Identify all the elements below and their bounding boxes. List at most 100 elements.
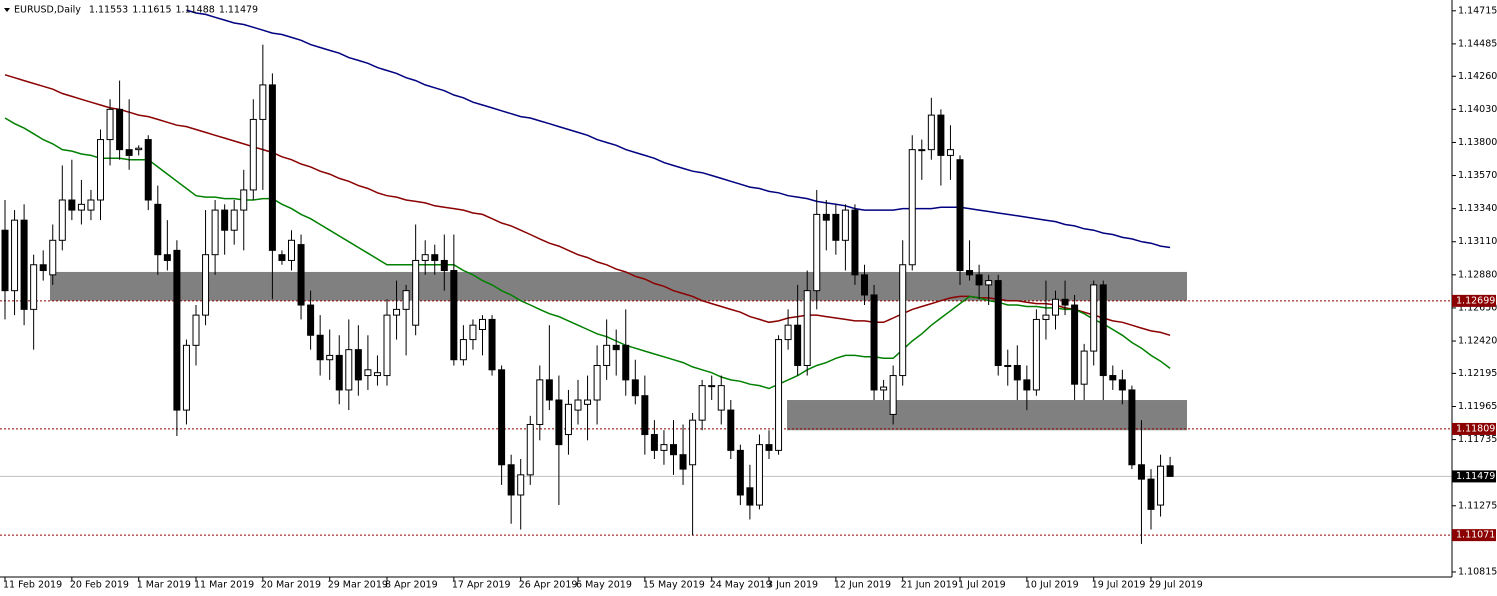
candle-body — [431, 254, 439, 261]
title-value: 1.11615 — [132, 5, 171, 16]
y-tick-label: 1.12195 — [1458, 368, 1497, 379]
candle-body — [1109, 375, 1117, 381]
candle-body — [727, 409, 735, 451]
candle-body — [517, 474, 525, 496]
candle-body — [68, 199, 76, 211]
candle-body — [1147, 478, 1155, 510]
candle-body — [679, 454, 687, 470]
candle-body — [488, 318, 496, 371]
y-tick-label: 1.10815 — [1458, 566, 1497, 577]
candle-body — [564, 403, 572, 436]
x-tick-label: 8 Apr 2019 — [385, 580, 438, 591]
candle-body — [135, 147, 143, 151]
candle-body — [58, 199, 66, 241]
candle-body — [794, 324, 802, 366]
candle-body — [1080, 350, 1088, 385]
candle-body — [536, 379, 544, 425]
candle-body — [402, 290, 410, 310]
candle-body — [1137, 464, 1145, 480]
candle-body — [288, 239, 295, 261]
candle-body — [975, 274, 983, 286]
candle-body — [880, 386, 888, 391]
candle-body — [335, 354, 343, 391]
chart-title: EURUSD,Daily — [14, 5, 81, 16]
candle-body — [717, 385, 725, 411]
candle-body — [173, 249, 181, 411]
candle-body — [1090, 284, 1098, 352]
candle-body — [612, 344, 620, 351]
candle-body — [316, 334, 324, 361]
x-tick-label: 29 Mar 2019 — [328, 580, 388, 591]
candle-body — [670, 444, 677, 456]
candle-body — [813, 213, 821, 292]
candle-body — [240, 189, 248, 211]
candle-body — [230, 209, 238, 231]
candle-body — [851, 209, 859, 276]
y-tick-label: 1.14485 — [1458, 38, 1497, 49]
candle-body — [297, 244, 305, 306]
candle-body — [593, 364, 601, 401]
candle-body — [30, 264, 38, 310]
candle-body — [259, 84, 267, 120]
y-tick-label: 1.13110 — [1458, 236, 1497, 247]
candle-body — [373, 372, 381, 377]
level-label: 1.12699 — [1456, 295, 1495, 306]
candle-body — [97, 139, 104, 201]
candle-body — [154, 203, 162, 256]
x-tick-label: 11 Mar 2019 — [194, 580, 254, 591]
moving-average — [186, 9, 1171, 249]
x-tick-label: 20 Mar 2019 — [261, 580, 321, 591]
candle-body — [440, 259, 448, 272]
title-value: 1.11553 — [89, 5, 128, 16]
level-label-box — [1452, 294, 1496, 307]
candle-body — [182, 344, 190, 411]
plot-area — [0, 9, 1452, 544]
level-label-box — [1452, 529, 1496, 542]
candle-body — [631, 379, 639, 397]
candle-body — [937, 114, 945, 156]
x-tick-label: 26 Apr 2019 — [519, 580, 578, 591]
candle-body — [221, 209, 229, 231]
x-tick-label: 6 May 2019 — [576, 580, 632, 591]
candle-body — [775, 339, 783, 451]
candle-body — [698, 385, 706, 421]
candle-body — [545, 379, 553, 401]
candle-body — [1052, 298, 1059, 316]
candle-body — [39, 264, 47, 272]
candle-body — [899, 264, 907, 377]
x-tick-label: 21 Jun 2019 — [901, 580, 958, 591]
candle-body — [144, 139, 152, 201]
candle-body — [1032, 318, 1040, 391]
candle-body — [192, 314, 200, 346]
x-tick-label: 29 Jul 2019 — [1149, 580, 1203, 591]
candle-body — [106, 108, 114, 141]
x-tick-label: 12 Jun 2019 — [834, 580, 891, 591]
y-tick-label: 1.13570 — [1458, 170, 1497, 181]
candle-body — [77, 203, 85, 211]
candle-body — [841, 209, 849, 241]
candle-body — [966, 270, 974, 276]
candle-body — [832, 213, 840, 241]
candle-body — [1061, 298, 1069, 306]
candle-body — [650, 434, 658, 451]
candle-body — [1042, 314, 1050, 320]
moving-average — [4, 117, 1171, 390]
zone — [787, 400, 1187, 431]
candle-body — [1071, 304, 1079, 385]
y-tick-label: 1.14260 — [1458, 71, 1497, 82]
candle-body — [469, 324, 477, 341]
candle-body — [784, 324, 792, 341]
x-tick-label: 17 Apr 2019 — [452, 580, 511, 591]
candle-body — [641, 395, 649, 436]
candle-body — [803, 290, 811, 366]
level-label-box — [1452, 470, 1496, 483]
x-tick-label: 11 Feb 2019 — [3, 580, 62, 591]
x-tick-label: 19 Jul 2019 — [1092, 580, 1146, 591]
candle-body — [736, 449, 744, 496]
y-tick-label: 1.12420 — [1458, 336, 1497, 347]
candle-body — [765, 444, 773, 451]
x-tick-label: 24 May 2019 — [710, 580, 772, 591]
candle-body — [689, 419, 697, 466]
level-label: 1.11809 — [1456, 423, 1495, 434]
